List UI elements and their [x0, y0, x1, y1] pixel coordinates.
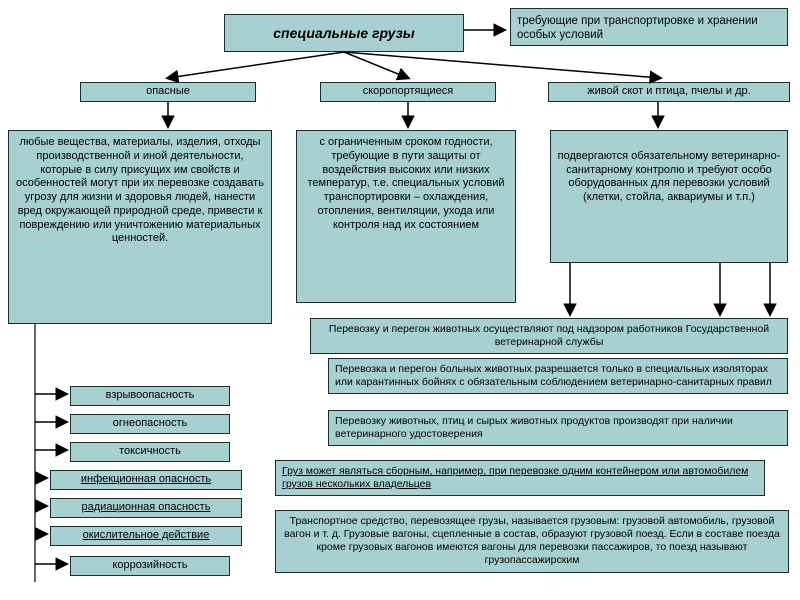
hazard-2: токсичность	[70, 442, 230, 462]
bottom-note-0: Груз может являться сборным, например, п…	[275, 460, 765, 496]
hazard-5: окислительное действие	[50, 526, 242, 546]
desc-dangerous: любые вещества, материалы, изделия, отхо…	[8, 130, 272, 324]
cat-livestock: живой скот и птица, пчелы и др.	[548, 82, 790, 102]
title-text: специальные грузы	[273, 25, 415, 41]
title-box: специальные грузы	[224, 14, 464, 52]
note-0: Перевозку и перегон животных осуществляю…	[310, 318, 788, 354]
bottom-note-1: Транспортное средство, перевозящее грузы…	[275, 510, 789, 573]
hazard-3: инфекционная опасность	[50, 470, 242, 490]
top-right-box: требующие при транспортировке и хранении…	[510, 8, 788, 46]
cat-dangerous: опасные	[80, 82, 256, 102]
note-2: Перевозку животных, птиц и сырых животны…	[328, 410, 788, 446]
hazard-6: коррозийность	[70, 556, 230, 576]
top-right-text: требующие при транспортировке и хранении…	[517, 15, 758, 41]
desc-perishable: с ограниченным сроком годности, требующи…	[296, 130, 516, 303]
hazard-0: взрывоопасность	[70, 386, 230, 406]
note-1: Перевозка и перегон больных животных раз…	[328, 358, 788, 394]
hazard-1: огнеопасность	[70, 414, 230, 434]
desc-livestock: подвергаются обязательному ветеринарно-с…	[550, 130, 788, 263]
hazard-4: радиационная опасность	[50, 498, 242, 518]
cat-perishable: скоропортящиеся	[320, 82, 496, 102]
